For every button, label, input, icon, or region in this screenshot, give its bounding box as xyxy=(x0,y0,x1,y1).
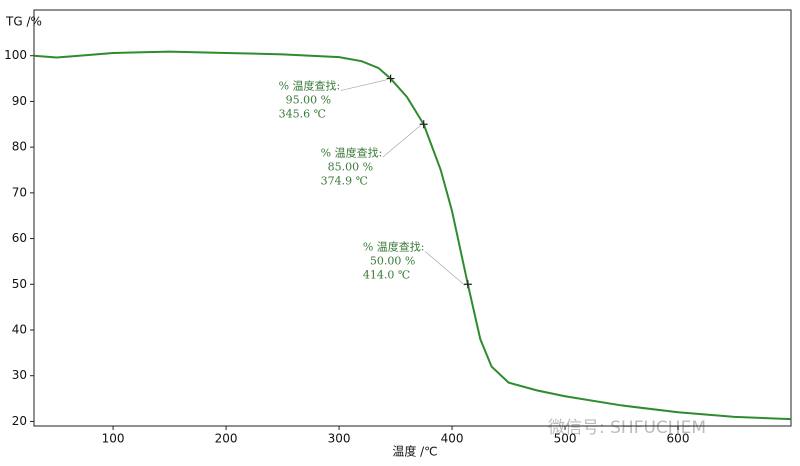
x-tick-label: 200 xyxy=(215,432,238,446)
x-tick-label: 300 xyxy=(328,432,351,446)
y-tick-label: 50 xyxy=(12,277,27,291)
y-tick-label: 80 xyxy=(12,140,27,154)
x-tick-label: 400 xyxy=(441,432,464,446)
marker xyxy=(463,280,472,289)
leader-line xyxy=(340,79,388,91)
y-tick-label: 70 xyxy=(12,185,27,199)
annotation-title: % 温度查找: xyxy=(363,239,425,253)
annotation-temp: 374.9 ℃ xyxy=(321,174,368,187)
x-axis-label: 温度 /℃ xyxy=(392,444,437,459)
annotation-temp: 345.6 ℃ xyxy=(279,108,326,121)
watermark: 微信号: SHFUCHEM xyxy=(548,418,706,438)
annotation-value: 50.00 % xyxy=(370,254,415,267)
annotation-value: 85.00 % xyxy=(328,160,373,173)
y-tick-label: 20 xyxy=(12,414,27,428)
x-tick-label: 600 xyxy=(667,432,690,446)
x-tick-label: 500 xyxy=(554,432,577,446)
annotation-title: % 温度查找: xyxy=(279,79,341,93)
y-tick-label: 40 xyxy=(12,323,27,337)
y-tick-label: 30 xyxy=(12,368,27,382)
marker xyxy=(386,74,395,83)
leader-line xyxy=(424,251,466,286)
marker xyxy=(419,120,428,129)
y-tick-label: 90 xyxy=(12,94,27,108)
tg-curve xyxy=(33,50,792,421)
annotation-title: % 温度查找: xyxy=(321,145,383,159)
annotation-temp: 414.0 ℃ xyxy=(363,268,410,281)
y-tick-label: 100 xyxy=(4,48,27,62)
y-axis-label: TG /% xyxy=(5,15,42,29)
plot-frame xyxy=(33,9,792,427)
y-tick-label: 60 xyxy=(12,231,27,245)
leader-line xyxy=(382,125,421,158)
annotation-value: 95.00 % xyxy=(286,94,331,107)
x-tick-label: 100 xyxy=(102,432,125,446)
